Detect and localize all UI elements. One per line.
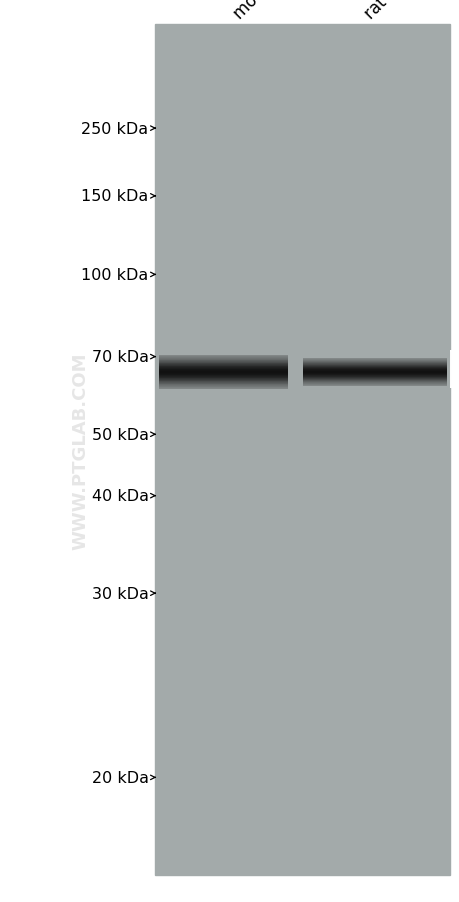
Text: 20 kDa: 20 kDa	[91, 770, 148, 785]
Text: 40 kDa: 40 kDa	[91, 489, 148, 503]
Text: 50 kDa: 50 kDa	[91, 428, 148, 442]
Text: rat brain: rat brain	[360, 0, 423, 23]
Text: 30 kDa: 30 kDa	[91, 586, 148, 601]
Text: WWW.PTGLAB.COM: WWW.PTGLAB.COM	[71, 353, 90, 549]
Text: 100 kDa: 100 kDa	[81, 268, 148, 282]
Text: 150 kDa: 150 kDa	[81, 189, 148, 204]
Text: 70 kDa: 70 kDa	[91, 350, 148, 364]
Bar	[155, 25, 449, 875]
Text: 250 kDa: 250 kDa	[81, 122, 148, 136]
Text: mouse brain: mouse brain	[230, 0, 315, 23]
